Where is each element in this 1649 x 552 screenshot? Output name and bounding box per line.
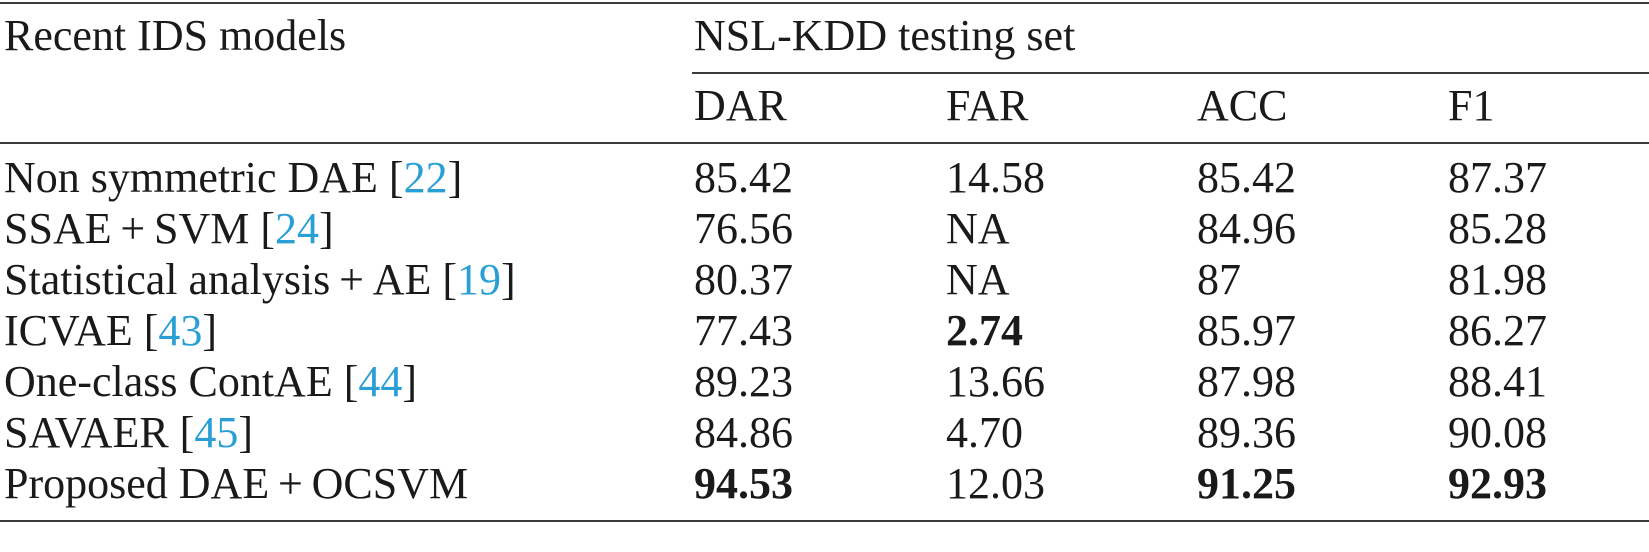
table-cell-acc: 91.25 — [1197, 459, 1296, 508]
table-cell-acc: 89.36 — [1197, 408, 1296, 457]
table-cell-far: 14.58 — [946, 153, 1045, 202]
bottom-rule — [0, 520, 1649, 522]
row-model-name: ICVAE [43] — [4, 305, 217, 357]
row-model-name: SSAE + SVM [24] — [4, 203, 334, 255]
models-column-header: Recent IDS models — [4, 11, 347, 60]
group-underline — [692, 72, 1649, 74]
table-cell-far: 13.66 — [946, 357, 1045, 406]
model-name-text: Proposed DAE + OCSVM — [4, 459, 469, 508]
col-header-acc: ACC — [1197, 81, 1288, 130]
col-header-far: FAR — [946, 81, 1029, 130]
table-cell-far: NA — [946, 255, 1010, 304]
citation-link[interactable]: 44 — [358, 357, 403, 406]
col-header-dar: DAR — [694, 81, 787, 130]
model-name-text: One-class ContAE [ — [4, 357, 359, 406]
table-cell-dar: 89.23 — [694, 357, 793, 406]
citation-close-bracket: ] — [319, 204, 334, 253]
citation-link[interactable]: 45 — [194, 408, 239, 457]
top-rule — [0, 2, 1649, 4]
citation-close-bracket: ] — [501, 255, 516, 304]
citation-close-bracket: ] — [238, 408, 253, 457]
table-cell-f1: 86.27 — [1448, 306, 1547, 355]
group-column-header: NSL-KDD testing set — [694, 11, 1076, 60]
table-cell-far: 4.70 — [946, 408, 1023, 457]
table-cell-far: 2.74 — [946, 306, 1023, 355]
model-name-text: ICVAE [ — [4, 306, 159, 355]
row-model-name: Statistical analysis + AE [19] — [4, 254, 516, 306]
citation-link[interactable]: 43 — [158, 306, 203, 355]
table-cell-dar: 80.37 — [694, 255, 793, 304]
table-cell-dar: 77.43 — [694, 306, 793, 355]
table-cell-f1: 85.28 — [1448, 204, 1547, 253]
citation-close-bracket: ] — [447, 153, 463, 202]
table-cell-f1: 87.37 — [1448, 153, 1547, 202]
table-cell-acc: 87.98 — [1197, 357, 1296, 406]
table-cell-far: NA — [946, 204, 1010, 253]
model-name-text: SSAE + SVM [ — [4, 204, 276, 253]
row-model-name: SAVAER [45] — [4, 407, 253, 459]
citation-link[interactable]: 19 — [457, 255, 502, 304]
table-cell-acc: 85.42 — [1197, 153, 1296, 202]
col-header-f1: F1 — [1448, 81, 1495, 130]
table-cell-acc: 84.96 — [1197, 204, 1296, 253]
table-cell-f1: 90.08 — [1448, 408, 1547, 457]
table-cell-acc: 87 — [1197, 255, 1241, 304]
citation-close-bracket: ] — [202, 306, 218, 355]
model-name-text: Statistical analysis + AE [ — [4, 255, 458, 304]
model-name-text: Non symmetric DAE [ — [4, 153, 404, 202]
table-cell-acc: 85.97 — [1197, 306, 1296, 355]
table-cell-dar: 85.42 — [694, 153, 793, 202]
table-cell-dar: 76.56 — [694, 204, 793, 253]
header-rule — [0, 142, 1649, 144]
citation-link[interactable]: 24 — [275, 204, 320, 253]
row-model-name: One-class ContAE [44] — [4, 356, 417, 408]
table-cell-f1: 92.93 — [1448, 459, 1547, 508]
row-model-name: Proposed DAE + OCSVM — [4, 458, 468, 510]
row-model-name: Non symmetric DAE [22] — [4, 152, 462, 204]
table-cell-f1: 81.98 — [1448, 255, 1547, 304]
table-cell-far: 12.03 — [946, 459, 1045, 508]
model-name-text: SAVAER [ — [4, 408, 195, 457]
table-cell-f1: 88.41 — [1448, 357, 1547, 406]
table-cell-dar: 94.53 — [694, 459, 793, 508]
citation-link[interactable]: 22 — [403, 153, 448, 202]
citation-close-bracket: ] — [402, 357, 418, 406]
table-cell-dar: 84.86 — [694, 408, 793, 457]
